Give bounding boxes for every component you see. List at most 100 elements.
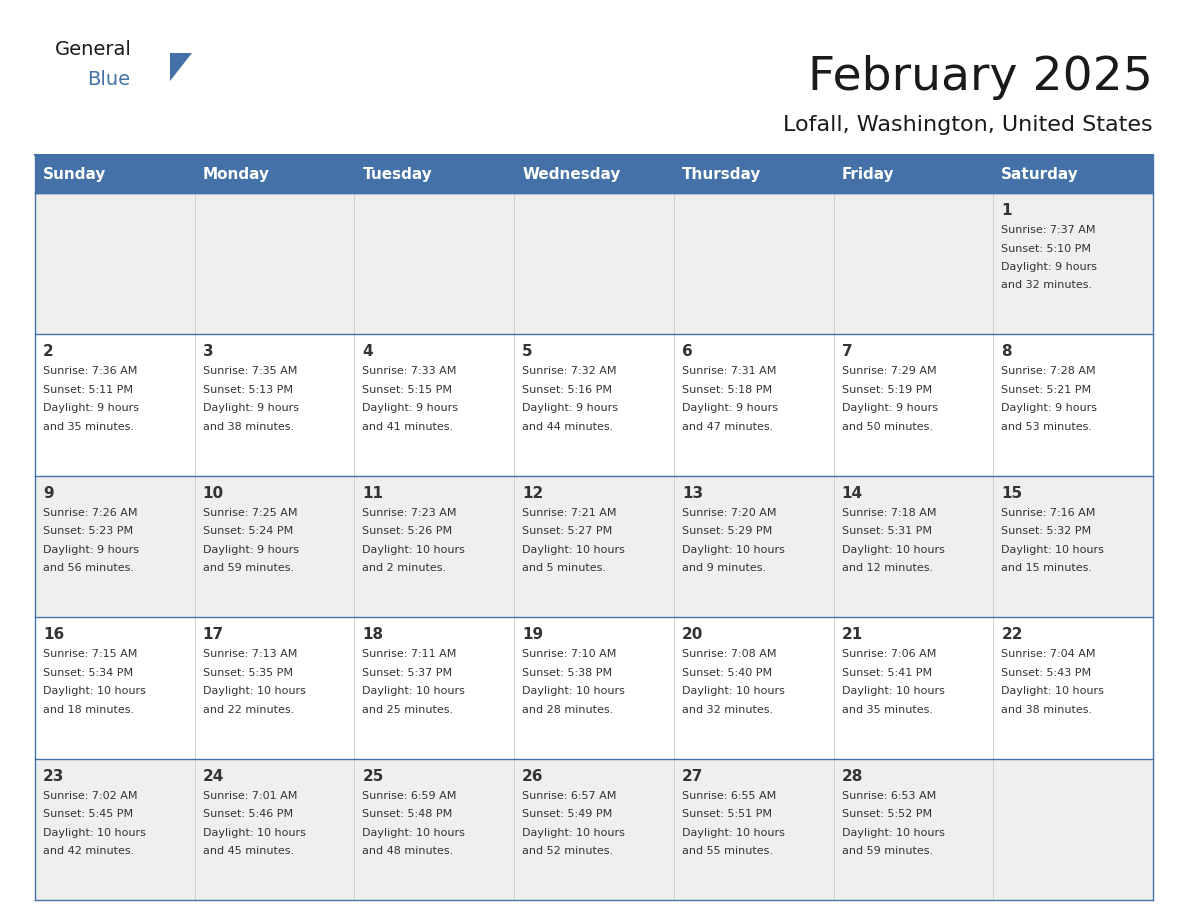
Text: and 59 minutes.: and 59 minutes.	[203, 564, 293, 574]
Bar	[354, 155, 514, 193]
Text: 5: 5	[523, 344, 532, 360]
Text: and 48 minutes.: and 48 minutes.	[362, 846, 454, 856]
Text: Daylight: 9 hours: Daylight: 9 hours	[203, 403, 298, 413]
Text: and 2 minutes.: and 2 minutes.	[362, 564, 447, 574]
Text: and 59 minutes.: and 59 minutes.	[841, 846, 933, 856]
Text: Sunrise: 7:21 AM: Sunrise: 7:21 AM	[523, 508, 617, 518]
Text: Daylight: 9 hours: Daylight: 9 hours	[43, 544, 139, 554]
Text: Sunset: 5:40 PM: Sunset: 5:40 PM	[682, 667, 772, 677]
Text: Sunset: 5:38 PM: Sunset: 5:38 PM	[523, 667, 612, 677]
Text: Daylight: 9 hours: Daylight: 9 hours	[1001, 262, 1098, 272]
Text: Daylight: 9 hours: Daylight: 9 hours	[841, 403, 937, 413]
Text: Daylight: 10 hours: Daylight: 10 hours	[841, 828, 944, 837]
Text: Sunrise: 7:06 AM: Sunrise: 7:06 AM	[841, 649, 936, 659]
Text: and 45 minutes.: and 45 minutes.	[203, 846, 293, 856]
Text: Sunset: 5:11 PM: Sunset: 5:11 PM	[43, 385, 133, 395]
Text: Daylight: 10 hours: Daylight: 10 hours	[841, 686, 944, 696]
Text: Sunset: 5:43 PM: Sunset: 5:43 PM	[1001, 667, 1092, 677]
Text: Sunset: 5:31 PM: Sunset: 5:31 PM	[841, 526, 931, 536]
Text: 6: 6	[682, 344, 693, 360]
Text: Sunset: 5:52 PM: Sunset: 5:52 PM	[841, 809, 931, 819]
Text: Daylight: 9 hours: Daylight: 9 hours	[43, 403, 139, 413]
Text: Sunset: 5:29 PM: Sunset: 5:29 PM	[682, 526, 772, 536]
Text: and 38 minutes.: and 38 minutes.	[1001, 705, 1093, 715]
Text: and 18 minutes.: and 18 minutes.	[43, 705, 134, 715]
Text: and 32 minutes.: and 32 minutes.	[1001, 281, 1093, 290]
Text: Wednesday: Wednesday	[523, 166, 620, 182]
Text: 27: 27	[682, 768, 703, 784]
Text: Sunrise: 7:29 AM: Sunrise: 7:29 AM	[841, 366, 936, 376]
Text: Daylight: 10 hours: Daylight: 10 hours	[362, 686, 466, 696]
Text: Daylight: 10 hours: Daylight: 10 hours	[841, 544, 944, 554]
Text: Daylight: 9 hours: Daylight: 9 hours	[682, 403, 778, 413]
Text: Daylight: 10 hours: Daylight: 10 hours	[523, 828, 625, 837]
Bar	[34, 617, 1154, 758]
Text: 23: 23	[43, 768, 64, 784]
Text: Sunrise: 7:26 AM: Sunrise: 7:26 AM	[43, 508, 138, 518]
Text: Sunset: 5:51 PM: Sunset: 5:51 PM	[682, 809, 772, 819]
Text: and 9 minutes.: and 9 minutes.	[682, 564, 766, 574]
Bar	[34, 758, 1154, 900]
Bar	[34, 476, 1154, 617]
Text: 8: 8	[1001, 344, 1012, 360]
Text: and 41 minutes.: and 41 minutes.	[362, 422, 454, 431]
Text: Sunset: 5:16 PM: Sunset: 5:16 PM	[523, 385, 612, 395]
Text: February 2025: February 2025	[808, 55, 1154, 100]
Text: Sunset: 5:48 PM: Sunset: 5:48 PM	[362, 809, 453, 819]
Text: Daylight: 10 hours: Daylight: 10 hours	[523, 686, 625, 696]
Text: 4: 4	[362, 344, 373, 360]
Text: 24: 24	[203, 768, 225, 784]
Text: 14: 14	[841, 486, 862, 501]
Text: Sunset: 5:27 PM: Sunset: 5:27 PM	[523, 526, 612, 536]
Text: 11: 11	[362, 486, 384, 501]
Text: and 32 minutes.: and 32 minutes.	[682, 705, 773, 715]
Bar	[514, 155, 674, 193]
Text: Sunrise: 7:32 AM: Sunrise: 7:32 AM	[523, 366, 617, 376]
Text: Daylight: 10 hours: Daylight: 10 hours	[362, 828, 466, 837]
Text: and 22 minutes.: and 22 minutes.	[203, 705, 293, 715]
Text: Daylight: 9 hours: Daylight: 9 hours	[362, 403, 459, 413]
Text: Sunrise: 7:37 AM: Sunrise: 7:37 AM	[1001, 225, 1095, 235]
Text: 17: 17	[203, 627, 223, 643]
Text: 13: 13	[682, 486, 703, 501]
Text: 16: 16	[43, 627, 64, 643]
Text: General: General	[55, 40, 132, 59]
Text: Daylight: 10 hours: Daylight: 10 hours	[203, 828, 305, 837]
Text: Sunrise: 7:18 AM: Sunrise: 7:18 AM	[841, 508, 936, 518]
Text: Sunset: 5:32 PM: Sunset: 5:32 PM	[1001, 526, 1092, 536]
Text: Sunrise: 7:04 AM: Sunrise: 7:04 AM	[1001, 649, 1095, 659]
Text: and 52 minutes.: and 52 minutes.	[523, 846, 613, 856]
Text: and 28 minutes.: and 28 minutes.	[523, 705, 613, 715]
Text: 25: 25	[362, 768, 384, 784]
Text: Sunrise: 7:28 AM: Sunrise: 7:28 AM	[1001, 366, 1095, 376]
Text: Sunset: 5:46 PM: Sunset: 5:46 PM	[203, 809, 292, 819]
Text: and 15 minutes.: and 15 minutes.	[1001, 564, 1092, 574]
Text: Sunrise: 7:10 AM: Sunrise: 7:10 AM	[523, 649, 617, 659]
Text: Sunrise: 7:15 AM: Sunrise: 7:15 AM	[43, 649, 138, 659]
Text: Sunset: 5:35 PM: Sunset: 5:35 PM	[203, 667, 292, 677]
Text: 9: 9	[43, 486, 53, 501]
Text: Thursday: Thursday	[682, 166, 762, 182]
Text: Lofall, Washington, United States: Lofall, Washington, United States	[783, 115, 1154, 135]
Text: Daylight: 10 hours: Daylight: 10 hours	[523, 544, 625, 554]
Text: 12: 12	[523, 486, 543, 501]
Text: Friday: Friday	[841, 166, 895, 182]
Text: 7: 7	[841, 344, 852, 360]
Text: 3: 3	[203, 344, 214, 360]
Text: Daylight: 10 hours: Daylight: 10 hours	[362, 544, 466, 554]
Text: and 50 minutes.: and 50 minutes.	[841, 422, 933, 431]
Text: Sunrise: 7:13 AM: Sunrise: 7:13 AM	[203, 649, 297, 659]
Text: Sunset: 5:15 PM: Sunset: 5:15 PM	[362, 385, 453, 395]
Text: Sunset: 5:45 PM: Sunset: 5:45 PM	[43, 809, 133, 819]
Text: Daylight: 9 hours: Daylight: 9 hours	[1001, 403, 1098, 413]
Text: 28: 28	[841, 768, 862, 784]
Text: 1: 1	[1001, 203, 1012, 218]
Text: Sunset: 5:13 PM: Sunset: 5:13 PM	[203, 385, 292, 395]
Text: Sunrise: 7:36 AM: Sunrise: 7:36 AM	[43, 366, 138, 376]
Text: and 38 minutes.: and 38 minutes.	[203, 422, 293, 431]
Text: Sunrise: 7:01 AM: Sunrise: 7:01 AM	[203, 790, 297, 800]
Text: Sunrise: 7:25 AM: Sunrise: 7:25 AM	[203, 508, 297, 518]
Bar	[993, 155, 1154, 193]
Polygon shape	[170, 53, 192, 81]
Text: and 5 minutes.: and 5 minutes.	[523, 564, 606, 574]
